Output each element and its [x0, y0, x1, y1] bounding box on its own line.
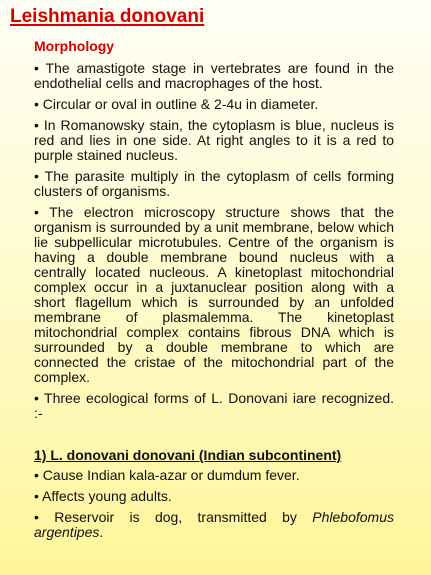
list-item: • Circular or oval in outline & 2-4u in … — [34, 96, 319, 112]
page-title: Leishmania donovani — [10, 6, 205, 27]
list-item: • The amastigote stage in vertebrates ar… — [34, 60, 394, 91]
morphology-heading: Morphology — [34, 38, 115, 54]
list-item: • Three ecological forms of L. Donovani … — [34, 390, 394, 421]
list-item: • The electron microscopy structure show… — [34, 204, 394, 385]
reservoir-suffix: . — [99, 524, 104, 540]
vector-name: Phlebofomus argentipes — [34, 509, 394, 540]
list-item: • Affects young adults. — [34, 488, 172, 504]
list-item: • Cause Indian kala-azar or dumdum fever… — [34, 467, 300, 483]
list-item: • The parasite multiply in the cytoplasm… — [34, 168, 394, 199]
list-item: • In Romanowsky stain, the cytoplasm is … — [34, 117, 394, 163]
list-item-reservoir: • Reservoir is dog, transmitted by Phleb… — [34, 510, 394, 540]
section-heading-donovani: 1) L. donovani donovani (Indian subconti… — [34, 447, 342, 463]
content-body: Morphology • The amastigote stage in ver… — [34, 38, 394, 546]
reservoir-text: • Reservoir is dog, transmitted by — [34, 509, 313, 525]
